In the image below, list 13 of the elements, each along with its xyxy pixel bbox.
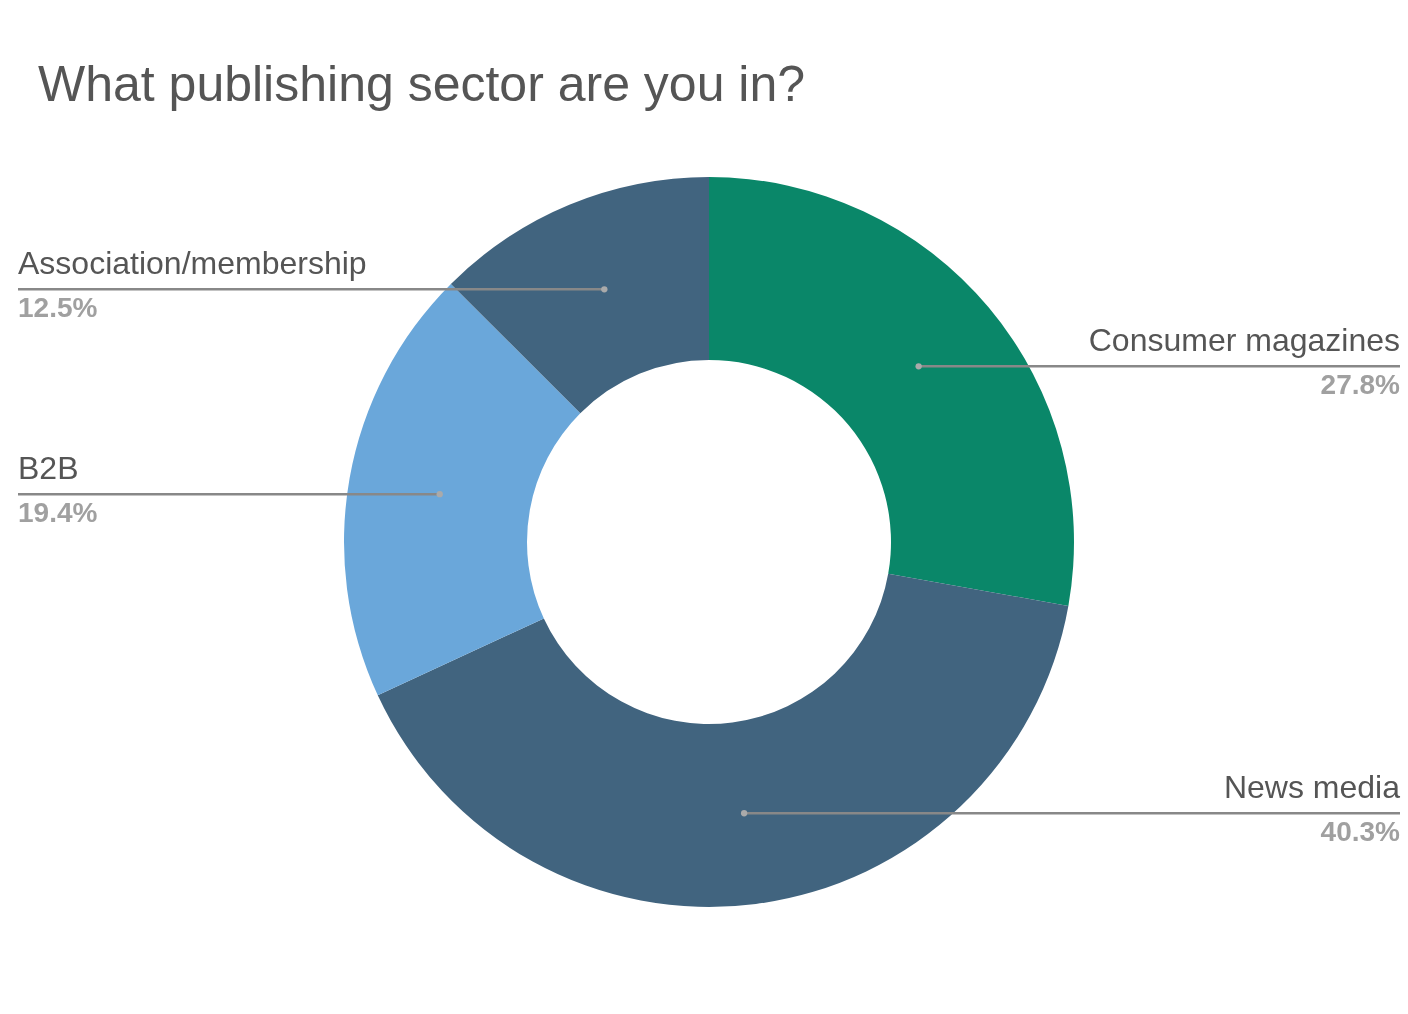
slice-label: B2B <box>18 450 79 487</box>
slice-label: Consumer magazines <box>1088 322 1400 359</box>
donut-slice <box>377 573 1069 907</box>
chart-title: What publishing sector are you in? <box>38 56 806 112</box>
donut-slice <box>709 177 1074 606</box>
donut-slice <box>450 177 709 414</box>
data-label: 27.8% <box>1320 369 1401 401</box>
data-label: 40.3% <box>1320 816 1401 848</box>
data-label: 12.5% <box>18 292 98 324</box>
donut-slice <box>344 283 581 696</box>
slice-label: Association/membership <box>18 245 367 282</box>
data-label: 19.4% <box>18 497 98 529</box>
slice-label: News media <box>1223 769 1401 806</box>
